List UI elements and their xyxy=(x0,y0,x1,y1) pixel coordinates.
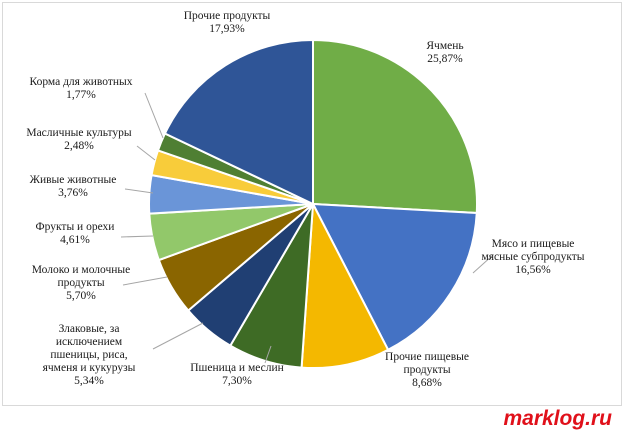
slice-name-4-line-1: Пшеница и меслин xyxy=(190,362,284,374)
leader-line-10 xyxy=(144,92,164,139)
slice-name-3-line-2: продукты xyxy=(403,364,450,376)
slice-name-2-line-2: мясные субпродукты xyxy=(481,251,584,263)
leader-line-5 xyxy=(152,322,204,350)
slice-value-9: 2,48% xyxy=(64,140,94,152)
slice-value-11: 17,93% xyxy=(209,23,245,35)
slice-value-1: 25,87% xyxy=(427,53,463,65)
slice-value-8: 3,76% xyxy=(58,187,88,199)
slice-name-7-line-1: Фрукты и орехи xyxy=(36,221,115,233)
slice-value-10: 1,77% xyxy=(66,89,96,101)
pie-slice-2 xyxy=(311,202,478,352)
slice-name-10-line-1: Корма для животных xyxy=(29,76,132,88)
leader-line-6 xyxy=(122,276,168,286)
slice-name-5-line-2: исключением xyxy=(56,336,123,348)
slice-name-8-line-1: Живые животные xyxy=(30,174,117,186)
slice-value-4: 7,30% xyxy=(222,375,252,387)
slice-value-3: 8,68% xyxy=(412,377,442,389)
leader-line-2 xyxy=(472,254,494,274)
watermark-logo: marklog.ru xyxy=(503,407,612,430)
slice-value-2: 16,56% xyxy=(515,264,551,276)
slice-name-5-line-3: пшеницы, риса, xyxy=(50,349,127,361)
pie-slice-1 xyxy=(312,38,478,215)
slice-name-1-line-1: Ячмень xyxy=(426,40,463,52)
leader-line-4 xyxy=(264,345,272,364)
slice-name-2-line-1: Мясо и пищевые xyxy=(492,238,575,250)
pie-slice-11 xyxy=(163,38,314,206)
leader-line-9 xyxy=(136,145,156,161)
chart-frame: Ячмень 25,87% Мясо и пищевые мясные субпрод… xyxy=(2,2,622,406)
slice-value-6: 5,70% xyxy=(66,290,96,302)
pie-slice-3 xyxy=(300,200,390,369)
leader-line-8 xyxy=(124,188,154,194)
slice-name-5-line-4: ячменя и кукурузы xyxy=(43,362,136,374)
slice-name-5-line-1: Злаковые, за xyxy=(59,323,120,335)
slice-name-6-line-2: продукты xyxy=(57,277,104,289)
slice-name-3-line-1: Прочие пищевые xyxy=(385,351,469,363)
slice-name-11-line-1: Прочие продукты xyxy=(184,10,271,22)
slice-value-7: 4,61% xyxy=(60,234,90,246)
slice-value-5: 5,34% xyxy=(74,375,104,387)
slice-name-6-line-1: Молоко и молочные xyxy=(32,264,131,276)
leader-line-7 xyxy=(120,235,154,238)
slice-name-9-line-1: Масличные культуры xyxy=(26,127,132,139)
